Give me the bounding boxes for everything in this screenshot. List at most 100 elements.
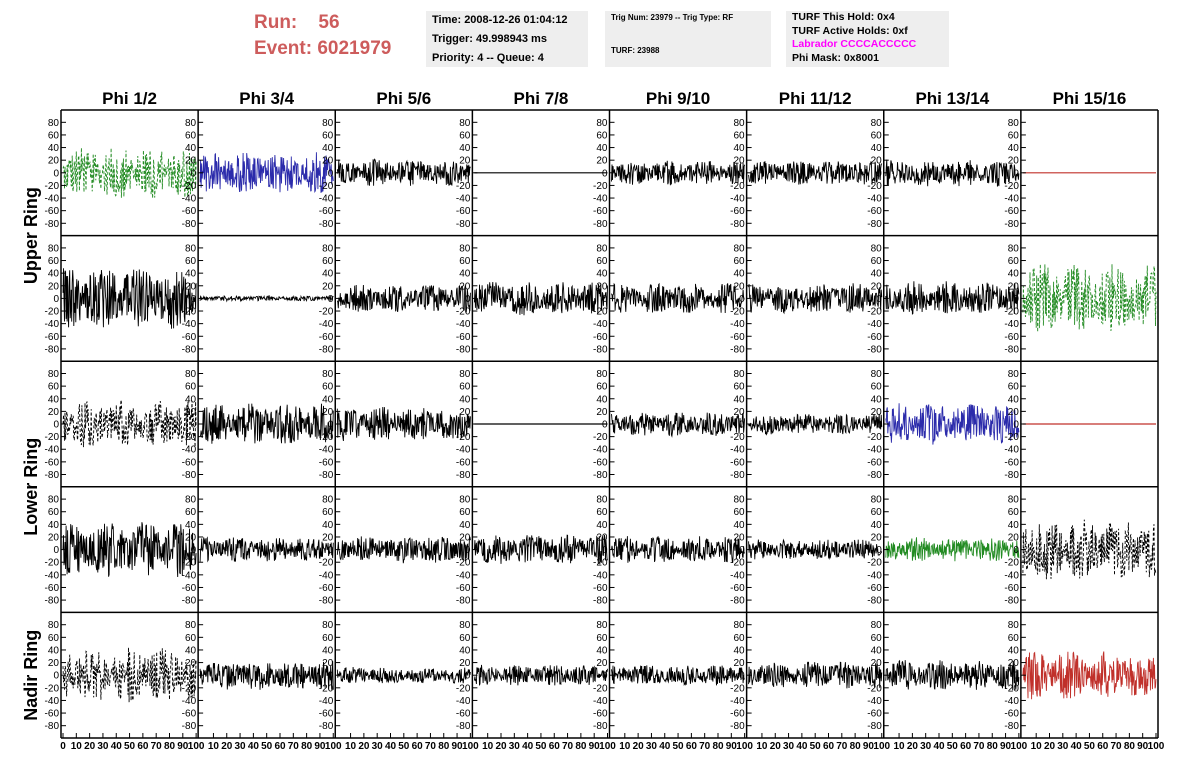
- y-tick-label: 40: [1008, 269, 1020, 280]
- x-tick-label: 90: [589, 741, 601, 752]
- y-tick-label: 80: [871, 369, 883, 380]
- y-tick-label: -60: [867, 583, 882, 594]
- y-tick-label: -60: [1004, 206, 1019, 217]
- y-tick-label: 80: [459, 243, 471, 254]
- y-tick-label: 40: [459, 394, 471, 405]
- x-tick-label: 90: [452, 741, 464, 752]
- y-tick-label: -60: [730, 583, 745, 594]
- y-tick-label: -60: [593, 457, 608, 468]
- waveform-line: [748, 283, 883, 315]
- column-label: Phi 5/6: [376, 89, 431, 108]
- y-tick-label: 20: [322, 658, 334, 669]
- waveform-line: [611, 536, 746, 563]
- y-tick-label: -40: [45, 194, 60, 205]
- y-tick-label: -40: [593, 696, 608, 707]
- y-tick-label: -40: [182, 194, 197, 205]
- y-tick-label: -40: [182, 570, 197, 581]
- waveform-line: [199, 152, 334, 194]
- y-tick-label: 0: [602, 420, 608, 431]
- x-tick-label: 50: [1084, 741, 1096, 752]
- y-tick-label: -40: [867, 445, 882, 456]
- x-tick-label: 50: [810, 741, 822, 752]
- y-tick-label: 0: [465, 294, 471, 305]
- y-tick-label: 0: [739, 168, 745, 179]
- y-tick-label: -60: [593, 206, 608, 217]
- y-tick-label: -80: [1004, 721, 1019, 732]
- y-tick-label: 40: [48, 520, 60, 531]
- y-tick-label: -80: [182, 721, 197, 732]
- y-tick-label: 40: [734, 520, 746, 531]
- y-tick-label: -60: [867, 457, 882, 468]
- y-tick-label: 20: [459, 407, 471, 418]
- y-tick-label: 80: [48, 118, 60, 129]
- y-tick-label: 0: [876, 168, 882, 179]
- y-tick-label: 0: [739, 545, 745, 556]
- y-tick-label: 40: [1008, 143, 1020, 154]
- waveform-line: [62, 268, 197, 329]
- y-tick-label: -40: [593, 445, 608, 456]
- waveform-line: [611, 665, 745, 687]
- y-tick-label: 60: [734, 507, 746, 518]
- y-tick-label: 0: [602, 671, 608, 682]
- y-tick-label: -80: [730, 596, 745, 607]
- y-tick-label: -60: [45, 709, 60, 720]
- y-tick-label: -80: [1004, 596, 1019, 607]
- run-event-block: Run: 56 Event: 6021979: [254, 10, 391, 62]
- y-tick-label: -20: [45, 181, 60, 192]
- y-tick-label: 80: [596, 118, 608, 129]
- x-tick-label: 100: [325, 741, 342, 752]
- x-tick-label: 30: [646, 741, 658, 752]
- y-tick-label: 40: [185, 269, 197, 280]
- y-tick-label: 20: [185, 156, 197, 167]
- y-tick-label: 80: [734, 243, 746, 254]
- y-tick-label: 20: [48, 407, 60, 418]
- y-tick-label: 60: [734, 633, 746, 644]
- y-tick-label: -60: [182, 709, 197, 720]
- y-tick-label: -20: [319, 558, 334, 569]
- y-tick-label: -20: [730, 558, 745, 569]
- y-tick-label: 0: [53, 294, 59, 305]
- x-tick-label: 90: [177, 741, 189, 752]
- y-tick-label: -40: [867, 696, 882, 707]
- y-tick-label: -20: [730, 307, 745, 318]
- y-tick-label: -20: [1004, 307, 1019, 318]
- x-tick-label: 30: [235, 741, 247, 752]
- y-tick-label: 80: [48, 495, 60, 506]
- y-tick-label: -40: [593, 570, 608, 581]
- waveform-line: [1022, 264, 1157, 333]
- y-tick-label: 20: [459, 281, 471, 292]
- y-tick-label: 60: [185, 382, 197, 393]
- y-tick-label: 40: [871, 269, 883, 280]
- labrador-text: Labrador CCCCACCCCC: [792, 38, 917, 50]
- y-tick-label: 60: [734, 382, 746, 393]
- y-tick-label: 20: [1008, 281, 1020, 292]
- y-tick-label: -60: [45, 583, 60, 594]
- x-tick-label: 80: [1124, 741, 1136, 752]
- y-tick-label: -80: [867, 344, 882, 355]
- y-tick-label: -80: [730, 219, 745, 230]
- y-tick-label: 20: [185, 407, 197, 418]
- y-tick-label: -80: [45, 721, 60, 732]
- x-tick-label: 50: [673, 741, 685, 752]
- x-tick-label: 0: [60, 741, 66, 752]
- y-tick-label: 20: [48, 156, 60, 167]
- x-tick-label: 100: [873, 741, 890, 752]
- y-tick-label: -80: [456, 721, 471, 732]
- run-label: Run:: [254, 12, 298, 33]
- y-tick-label: -20: [867, 432, 882, 443]
- y-tick-label: 40: [1008, 394, 1020, 405]
- y-tick-label: -80: [730, 721, 745, 732]
- y-tick-label: 20: [871, 407, 883, 418]
- x-tick-label: 80: [850, 741, 862, 752]
- y-tick-label: 80: [322, 369, 334, 380]
- y-tick-label: -20: [319, 181, 334, 192]
- y-tick-label: -80: [867, 721, 882, 732]
- y-tick-label: 80: [734, 369, 746, 380]
- column-label: Phi 15/16: [1053, 89, 1127, 108]
- y-tick-label: 40: [185, 143, 197, 154]
- x-tick-label: 60: [274, 741, 286, 752]
